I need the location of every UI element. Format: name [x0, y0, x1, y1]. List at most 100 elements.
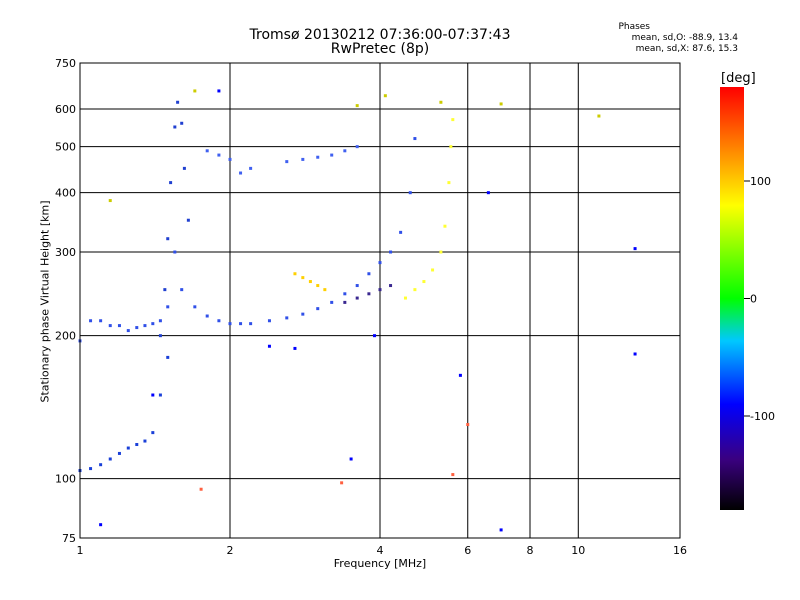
data-point — [301, 276, 305, 280]
data-point — [99, 319, 103, 323]
data-point — [301, 312, 305, 316]
colorbar — [720, 87, 744, 510]
data-point — [316, 307, 320, 311]
data-point — [285, 160, 289, 164]
data-point — [443, 224, 447, 228]
data-point — [378, 288, 382, 292]
y-tick-label: 500 — [55, 141, 76, 154]
data-point — [158, 334, 162, 338]
x-axis-label: Frequency [MHz] — [333, 557, 427, 570]
stats-heading: Phases — [618, 22, 650, 32]
data-point — [355, 145, 359, 149]
data-point — [239, 171, 243, 175]
data-point — [239, 322, 243, 326]
data-point — [486, 191, 490, 195]
x-tick-label: 1 — [77, 544, 84, 557]
data-point — [285, 316, 289, 320]
data-point — [458, 373, 462, 377]
data-point — [439, 250, 443, 254]
y-tick-label: 100 — [55, 473, 76, 486]
data-point — [422, 280, 426, 284]
data-point — [451, 118, 455, 122]
data-point — [449, 145, 453, 149]
data-point — [151, 393, 155, 397]
data-point — [176, 100, 180, 104]
data-point — [126, 446, 130, 450]
data-point — [217, 153, 221, 157]
y-tick-label: 75 — [62, 532, 76, 545]
data-point — [169, 181, 173, 185]
data-point — [135, 326, 139, 330]
data-point — [355, 284, 359, 288]
data-point — [343, 300, 347, 304]
data-point — [217, 319, 221, 323]
data-point — [439, 100, 443, 104]
data-point — [166, 355, 170, 359]
data-point — [108, 199, 112, 203]
data-point — [217, 89, 221, 93]
data-point — [99, 463, 103, 467]
colorbar-tick-label: 0 — [750, 293, 757, 306]
data-point — [228, 157, 232, 161]
colorbar-tick-label: -100 — [750, 410, 775, 423]
data-point — [293, 272, 297, 276]
data-point — [367, 292, 371, 296]
data-point — [158, 319, 162, 323]
stats-o-mode: mean, sd,O: -88.9, 13.4 — [631, 33, 738, 43]
data-point — [378, 261, 382, 265]
data-point — [330, 300, 334, 304]
data-point — [186, 218, 190, 222]
data-point — [597, 114, 601, 118]
data-point — [343, 149, 347, 153]
data-point — [166, 237, 170, 241]
x-tick-label: 8 — [527, 544, 534, 557]
data-point — [180, 121, 184, 125]
data-point — [173, 125, 177, 129]
data-point — [367, 272, 371, 276]
data-point — [389, 284, 393, 288]
data-point — [330, 153, 334, 157]
chart-title: Tromsø 20130212 07:36:00-07:37:43 — [249, 27, 511, 43]
data-point — [108, 324, 112, 328]
x-tick-label: 2 — [227, 544, 234, 557]
data-point — [89, 319, 93, 323]
y-tick-label: 400 — [55, 187, 76, 200]
y-tick-label: 300 — [55, 246, 76, 259]
plot-frame — [79, 62, 681, 539]
data-point — [308, 280, 312, 284]
data-point — [451, 473, 455, 477]
data-point — [89, 467, 93, 471]
data-point — [228, 322, 232, 326]
data-point — [343, 292, 347, 296]
data-point — [399, 230, 403, 234]
data-point — [193, 89, 197, 93]
data-point — [447, 181, 451, 185]
data-point — [108, 457, 112, 461]
data-point — [355, 104, 359, 108]
data-point — [389, 250, 393, 254]
data-point — [316, 284, 320, 288]
x-tick-label: 10 — [571, 544, 585, 557]
data-point — [151, 322, 155, 326]
chart-subtitle: RwPretec (8p) — [330, 41, 430, 57]
data-point — [182, 166, 186, 170]
data-point — [117, 451, 121, 455]
data-point — [293, 346, 297, 350]
data-point — [249, 166, 253, 170]
data-point — [323, 288, 327, 292]
y-tick-label: 600 — [55, 103, 76, 116]
data-point — [205, 149, 209, 153]
data-point — [205, 314, 209, 318]
data-point — [135, 443, 139, 447]
data-point — [633, 352, 637, 356]
data-point — [166, 305, 170, 309]
data-point — [301, 157, 305, 161]
data-point — [373, 334, 377, 338]
data-point — [633, 247, 637, 251]
colorbar-label: [deg] — [721, 71, 756, 86]
x-tick-label: 6 — [464, 544, 471, 557]
data-point — [151, 431, 155, 435]
data-point — [117, 324, 121, 328]
data-point — [193, 305, 197, 309]
data-point — [316, 155, 320, 159]
